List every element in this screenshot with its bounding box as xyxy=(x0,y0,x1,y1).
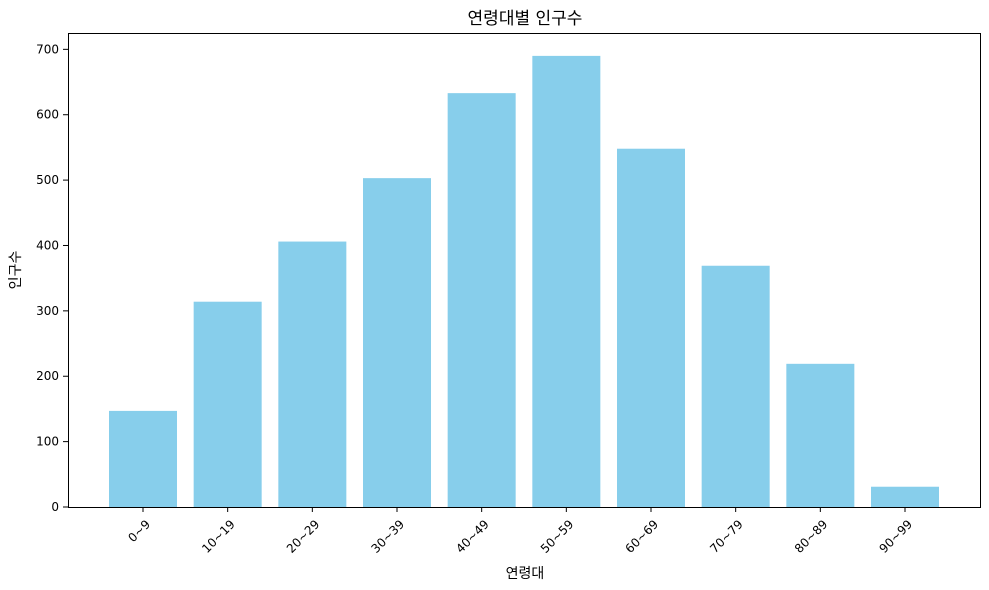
x-tick-label: 30~39 xyxy=(369,517,408,556)
x-tick-label: 90~99 xyxy=(877,517,916,556)
y-tick-label: 300 xyxy=(36,304,59,318)
y-tick-label: 200 xyxy=(36,369,59,383)
bar-60~69 xyxy=(617,148,685,507)
bar-40~49 xyxy=(447,93,516,508)
y-tick-label: 500 xyxy=(36,173,59,187)
y-tick-label: 400 xyxy=(36,238,59,252)
bar-50~59 xyxy=(532,55,601,508)
y-tick-label: 600 xyxy=(36,108,59,122)
x-tick-label: 0~9 xyxy=(125,517,153,545)
bar-10~19 xyxy=(193,301,262,507)
x-axis-label: 연령대 xyxy=(506,566,545,582)
x-tick-label: 70~79 xyxy=(707,517,746,556)
y-axis-ticks: 0 100 200 300 400 500 600 700 xyxy=(36,42,68,514)
bar-90~99 xyxy=(871,486,939,507)
x-tick-label: 40~49 xyxy=(453,517,492,556)
x-tick-label: 10~19 xyxy=(199,517,238,556)
x-tick-label: 60~69 xyxy=(623,517,662,556)
x-tick-label: 80~89 xyxy=(792,517,831,556)
y-tick-label: 100 xyxy=(36,435,59,449)
x-tick-label: 20~29 xyxy=(284,517,323,556)
y-tick-label: 0 xyxy=(51,500,59,514)
bars-group xyxy=(109,55,939,508)
bar-0~9 xyxy=(109,410,177,507)
plot-frame xyxy=(68,33,981,508)
bar-70~79 xyxy=(701,265,770,507)
x-tick-label: 50~59 xyxy=(538,517,577,556)
y-axis-label: 인구수 xyxy=(8,251,24,290)
x-axis-ticks: 0~9 10~19 20~29 30~39 40~49 50~59 60~69 70~79 80… xyxy=(125,507,915,556)
bar-30~39 xyxy=(363,178,431,507)
y-tick-label: 700 xyxy=(36,42,59,56)
bar-80~89 xyxy=(786,363,855,507)
chart-title: 연령대별 인구수 xyxy=(468,9,583,29)
bar-20~29 xyxy=(278,241,347,507)
